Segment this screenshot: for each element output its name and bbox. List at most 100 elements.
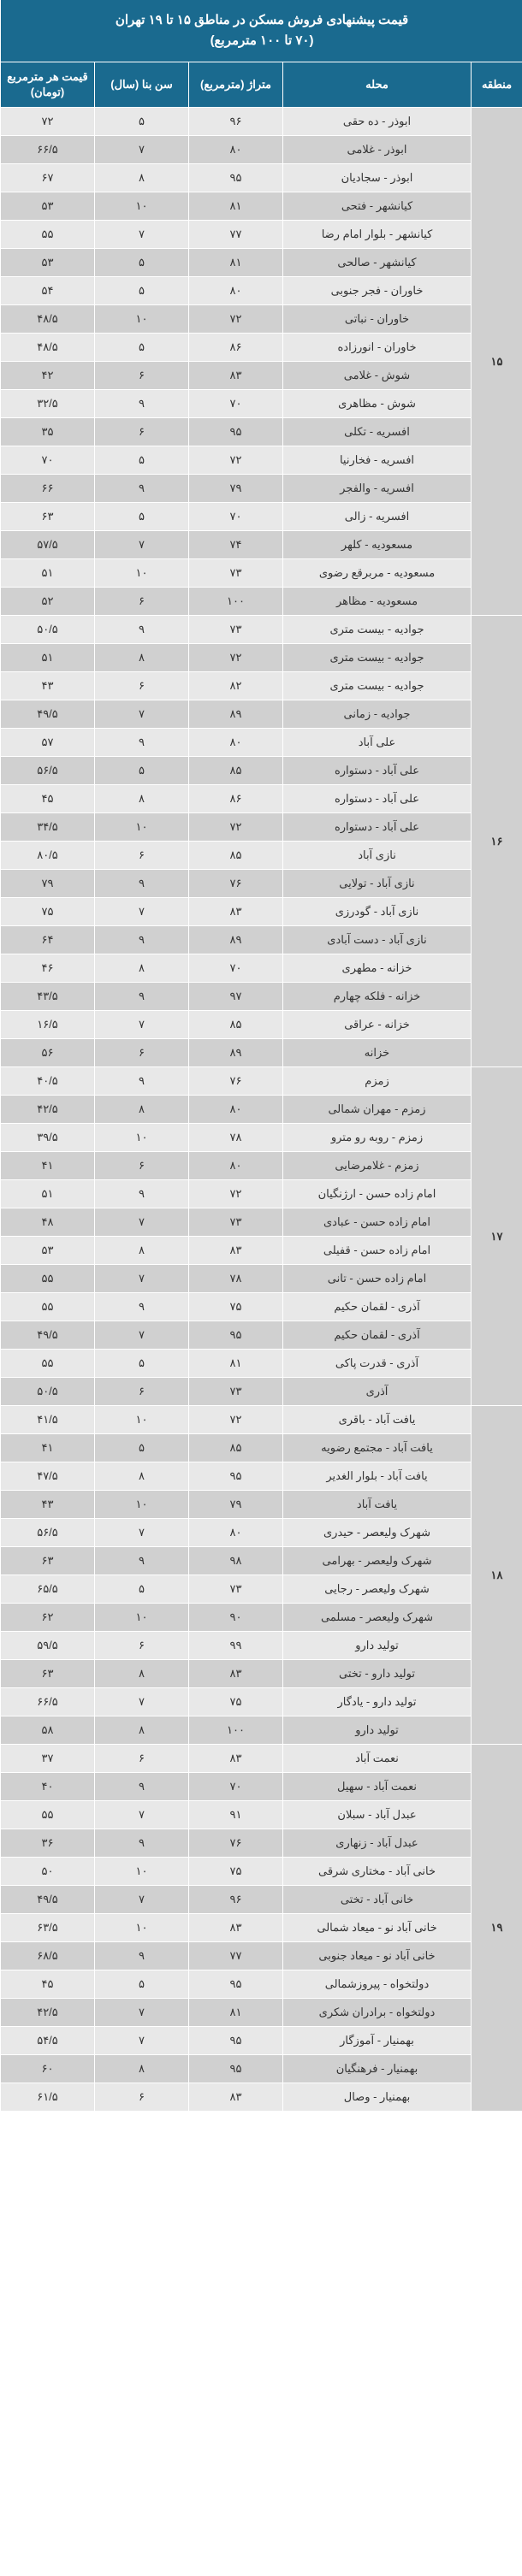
table-row: شهرک ولیعصر - رجایی۷۳۵۶۵/۵ xyxy=(0,1575,522,1604)
neighborhood-cell: نازی آباد xyxy=(282,842,471,870)
table-row: افسریه - فخارنیا۷۲۵۷۰ xyxy=(0,446,522,475)
price-cell: ۴۳ xyxy=(0,1491,94,1519)
table-row: مسعودیه - مربرقع رضوی۷۳۱۰۵۱ xyxy=(0,559,522,588)
area-cell: ۷۳ xyxy=(188,1378,282,1406)
area-cell: ۷۵ xyxy=(188,1858,282,1886)
neighborhood-cell: یافت آباد - بلوار الغدیر xyxy=(282,1462,471,1491)
price-cell: ۵۱ xyxy=(0,559,94,588)
price-cell: ۴۲ xyxy=(0,362,94,390)
age-cell: ۷ xyxy=(94,1519,188,1547)
price-cell: ۵۰ xyxy=(0,1858,94,1886)
table-row: شوش - مظاهری۷۰۹۳۲/۵ xyxy=(0,390,522,418)
table-row: آذری۷۳۶۵۰/۵ xyxy=(0,1378,522,1406)
price-cell: ۳۵ xyxy=(0,418,94,446)
title-line1: قیمت پیشنهادی فروش مسکن در مناطق ۱۵ تا ۱… xyxy=(7,10,515,31)
table-row: تولید دارو۹۹۶۵۹/۵ xyxy=(0,1632,522,1660)
age-cell: ۹ xyxy=(94,983,188,1011)
age-cell: ۵ xyxy=(94,1575,188,1604)
area-cell: ۸۵ xyxy=(188,842,282,870)
price-cell: ۵۶/۵ xyxy=(0,1519,94,1547)
area-cell: ۸۱ xyxy=(188,1350,282,1378)
table-row: خزانه۸۹۶۵۶ xyxy=(0,1039,522,1067)
price-cell: ۸۰/۵ xyxy=(0,842,94,870)
price-cell: ۳۲/۵ xyxy=(0,390,94,418)
age-cell: ۷ xyxy=(94,221,188,249)
table-header: قیمت پیشنهادی فروش مسکن در مناطق ۱۵ تا ۱… xyxy=(0,0,522,62)
table-row: جوادیه - بیست متری۸۲۶۴۳ xyxy=(0,672,522,700)
area-cell: ۷۶ xyxy=(188,1829,282,1858)
area-cell: ۸۳ xyxy=(188,1914,282,1942)
neighborhood-cell: خزانه - مطهری xyxy=(282,954,471,983)
age-cell: ۷ xyxy=(94,1999,188,2027)
col-age: سن بنا (سال) xyxy=(94,62,188,108)
neighborhood-cell: امام زاده حسن - عبادی xyxy=(282,1208,471,1237)
neighborhood-cell: خاوران - نباتی xyxy=(282,305,471,334)
neighborhood-cell: افسریه - تکلی xyxy=(282,418,471,446)
area-cell: ۸۳ xyxy=(188,362,282,390)
age-cell: ۷ xyxy=(94,898,188,926)
table-row: شهرک ولیعصر - بهرامی۹۸۹۶۳ xyxy=(0,1547,522,1575)
age-cell: ۹ xyxy=(94,1547,188,1575)
price-cell: ۶۸/۵ xyxy=(0,1942,94,1970)
price-cell: ۵۷ xyxy=(0,729,94,757)
area-cell: ۹۵ xyxy=(188,1462,282,1491)
neighborhood-cell: افسریه - زالی xyxy=(282,503,471,531)
age-cell: ۱۰ xyxy=(94,1491,188,1519)
price-cell: ۶۰ xyxy=(0,2055,94,2083)
price-cell: ۶۶ xyxy=(0,475,94,503)
table-row: مسعودیه - کلهر۷۴۷۵۷/۵ xyxy=(0,531,522,559)
table-row: ابوذر - غلامی۸۰۷۶۶/۵ xyxy=(0,136,522,164)
price-cell: ۵۶/۵ xyxy=(0,757,94,785)
price-cell: ۶۱/۵ xyxy=(0,2083,94,2112)
age-cell: ۷ xyxy=(94,1801,188,1829)
neighborhood-cell: نعمت آباد xyxy=(282,1745,471,1773)
price-cell: ۵۹/۵ xyxy=(0,1632,94,1660)
neighborhood-cell: نازی آباد - تولایی xyxy=(282,870,471,898)
table-body: ۱۵ابوذر - ده حقی۹۶۵۷۲ابوذر - غلامی۸۰۷۶۶/… xyxy=(0,108,522,2112)
neighborhood-cell: نعمت آباد - سهیل xyxy=(282,1773,471,1801)
neighborhood-cell: جوادیه - بیست متری xyxy=(282,616,471,644)
price-cell: ۴۳ xyxy=(0,672,94,700)
neighborhood-cell: امام زاده حسن - ارژنگیان xyxy=(282,1180,471,1208)
age-cell: ۱۰ xyxy=(94,192,188,221)
area-cell: ۹۶ xyxy=(188,108,282,136)
table-row: ۱۸یافت آباد - باقری۷۲۱۰۴۱/۵ xyxy=(0,1406,522,1434)
price-cell: ۶۳ xyxy=(0,1660,94,1688)
neighborhood-cell: خانی آباد - مختاری شرقی xyxy=(282,1858,471,1886)
price-cell: ۴۸/۵ xyxy=(0,305,94,334)
area-cell: ۷۳ xyxy=(188,616,282,644)
price-cell: ۵۱ xyxy=(0,1180,94,1208)
neighborhood-cell: زمزم - مهران شمالی xyxy=(282,1096,471,1124)
area-cell: ۸۵ xyxy=(188,1434,282,1462)
table-row: شهرک ولیعصر - حیدری۸۰۷۵۶/۵ xyxy=(0,1519,522,1547)
neighborhood-cell: افسریه - فخارنیا xyxy=(282,446,471,475)
area-cell: ۷۲ xyxy=(188,1406,282,1434)
age-cell: ۶ xyxy=(94,672,188,700)
area-cell: ۷۸ xyxy=(188,1124,282,1152)
price-cell: ۷۵ xyxy=(0,898,94,926)
area-cell: ۸۳ xyxy=(188,2083,282,2112)
neighborhood-cell: امام زاده حسن - تانی xyxy=(282,1265,471,1293)
age-cell: ۶ xyxy=(94,842,188,870)
price-cell: ۴۹/۵ xyxy=(0,1886,94,1914)
neighborhood-cell: خاوران - انورزاده xyxy=(282,334,471,362)
table-row: خانی آباد نو - میعاد شمالی۸۳۱۰۶۳/۵ xyxy=(0,1914,522,1942)
price-cell: ۵۵ xyxy=(0,1801,94,1829)
neighborhood-cell: یافت آباد - باقری xyxy=(282,1406,471,1434)
neighborhood-cell: مسعودیه - مربرقع رضوی xyxy=(282,559,471,588)
price-cell: ۵۰/۵ xyxy=(0,1378,94,1406)
table-row: افسریه - تکلی۹۵۶۳۵ xyxy=(0,418,522,446)
area-cell: ۷۷ xyxy=(188,1942,282,1970)
age-cell: ۱۰ xyxy=(94,1124,188,1152)
price-cell: ۴۱ xyxy=(0,1152,94,1180)
price-cell: ۵۴/۵ xyxy=(0,2027,94,2055)
age-cell: ۱۰ xyxy=(94,559,188,588)
price-cell: ۶۳ xyxy=(0,1547,94,1575)
neighborhood-cell: دولتخواه - برادران شکری xyxy=(282,1999,471,2027)
table-row: افسریه - زالی۷۰۵۶۳ xyxy=(0,503,522,531)
table-row: امام زاده حسن - تانی۷۸۷۵۵ xyxy=(0,1265,522,1293)
age-cell: ۹ xyxy=(94,475,188,503)
neighborhood-cell: جوادیه - بیست متری xyxy=(282,644,471,672)
price-cell: ۴۸ xyxy=(0,1208,94,1237)
price-cell: ۴۱ xyxy=(0,1434,94,1462)
